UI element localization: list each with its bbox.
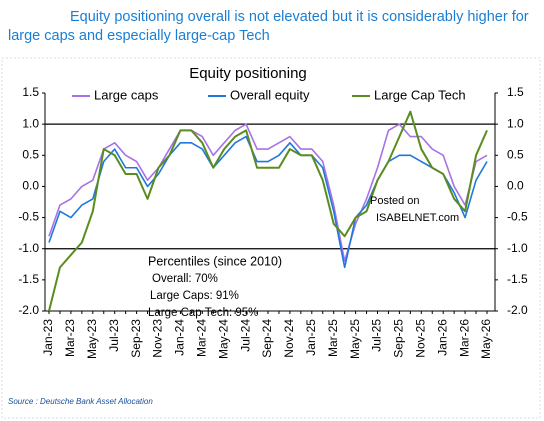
x-tick-label: Nov-24 (282, 319, 296, 358)
y-tick-label: -0.5 (18, 210, 39, 224)
x-tick-label: Jan-24 (173, 319, 187, 356)
y-tick-label: 0.0 (22, 179, 39, 193)
series-line (48, 123, 488, 262)
x-tick-label: Jan-25 (304, 319, 318, 356)
x-tick-label: Mar-25 (326, 319, 340, 357)
y-tick-label: 1.5 (22, 85, 39, 99)
x-tick-label: May-24 (216, 319, 230, 359)
x-tick-label: Jul-24 (238, 319, 252, 352)
x-tick-label: Sep-24 (260, 319, 274, 358)
legend-label: Large Cap Tech (374, 87, 466, 102)
series-line (48, 110, 488, 312)
y2-tick-label: 0.5 (507, 147, 524, 161)
x-tick-label: Nov-25 (413, 319, 427, 358)
y2-tick-label: 1.5 (507, 85, 524, 99)
source: Source : Deutsche Bank Asset Allocation (8, 397, 153, 406)
x-tick-label: Jan-26 (435, 319, 449, 356)
chart-title: Equity positioning (189, 65, 307, 82)
x-tick-label: May-25 (348, 319, 362, 359)
series-line (48, 135, 488, 269)
y-tick-label: 1.0 (22, 116, 39, 130)
y-tick-label: -2.0 (18, 303, 39, 317)
y-tick-label: 0.5 (22, 147, 39, 161)
frame (1, 57, 541, 419)
y2-tick-label: 0.0 (507, 179, 524, 193)
y2-tick-label: -2.0 (507, 303, 528, 317)
watermark: ISABELNET.com (376, 212, 459, 224)
y2-tick-label: -1.5 (507, 272, 528, 286)
legend-label: Large caps (94, 87, 159, 102)
x-tick-label: May-26 (479, 319, 493, 359)
annotation: Large Caps: 91% (150, 290, 239, 302)
x-tick-label: Jul-23 (107, 319, 121, 352)
annotation-heading: Percentiles (since 2010) (148, 254, 282, 268)
x-tick-label: Mar-23 (63, 319, 77, 357)
legend-label: Overall equity (230, 87, 310, 102)
x-tick-label: Sep-25 (392, 319, 406, 358)
annotation: Overall: 70% (152, 273, 218, 285)
x-tick-label: Mar-26 (457, 319, 471, 357)
x-tick-label: Jul-25 (370, 319, 384, 352)
x-tick-label: May-23 (85, 319, 99, 359)
y2-tick-label: -1.0 (507, 241, 528, 255)
x-tick-label: Sep-23 (129, 319, 143, 358)
y-tick-label: -1.0 (18, 241, 39, 255)
annotation: Large Cap Tech: 95% (148, 307, 258, 319)
x-tick-label: Nov-23 (151, 319, 165, 358)
y2-tick-label: -0.5 (507, 210, 528, 224)
watermark: Posted on (370, 195, 420, 207)
x-tick-label: Jan-23 (41, 319, 55, 356)
y-tick-label: -1.5 (18, 272, 39, 286)
headline: Equity positioning overall is not elevat… (8, 9, 529, 44)
y2-tick-label: 1.0 (507, 116, 524, 130)
x-tick-label: Mar-24 (194, 319, 208, 357)
